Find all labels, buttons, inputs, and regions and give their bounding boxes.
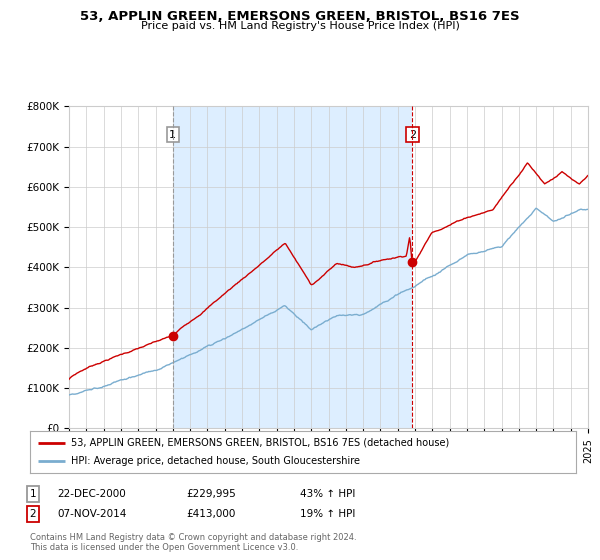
- Text: HPI: Average price, detached house, South Gloucestershire: HPI: Average price, detached house, Sout…: [71, 456, 360, 466]
- Text: 2: 2: [29, 509, 37, 519]
- Text: £413,000: £413,000: [186, 509, 235, 519]
- Text: 53, APPLIN GREEN, EMERSONS GREEN, BRISTOL, BS16 7ES (detached house): 53, APPLIN GREEN, EMERSONS GREEN, BRISTO…: [71, 438, 449, 448]
- Text: Contains HM Land Registry data © Crown copyright and database right 2024.: Contains HM Land Registry data © Crown c…: [30, 533, 356, 542]
- Text: 1: 1: [169, 129, 176, 139]
- Text: 19% ↑ HPI: 19% ↑ HPI: [300, 509, 355, 519]
- Text: 22-DEC-2000: 22-DEC-2000: [57, 489, 126, 499]
- Text: 1: 1: [29, 489, 37, 499]
- Text: This data is licensed under the Open Government Licence v3.0.: This data is licensed under the Open Gov…: [30, 543, 298, 552]
- Text: 2: 2: [409, 129, 416, 139]
- Text: 07-NOV-2014: 07-NOV-2014: [57, 509, 127, 519]
- Text: Price paid vs. HM Land Registry's House Price Index (HPI): Price paid vs. HM Land Registry's House …: [140, 21, 460, 31]
- Bar: [173, 106, 412, 428]
- Text: £229,995: £229,995: [186, 489, 236, 499]
- Text: 43% ↑ HPI: 43% ↑ HPI: [300, 489, 355, 499]
- Text: 53, APPLIN GREEN, EMERSONS GREEN, BRISTOL, BS16 7ES: 53, APPLIN GREEN, EMERSONS GREEN, BRISTO…: [80, 10, 520, 23]
